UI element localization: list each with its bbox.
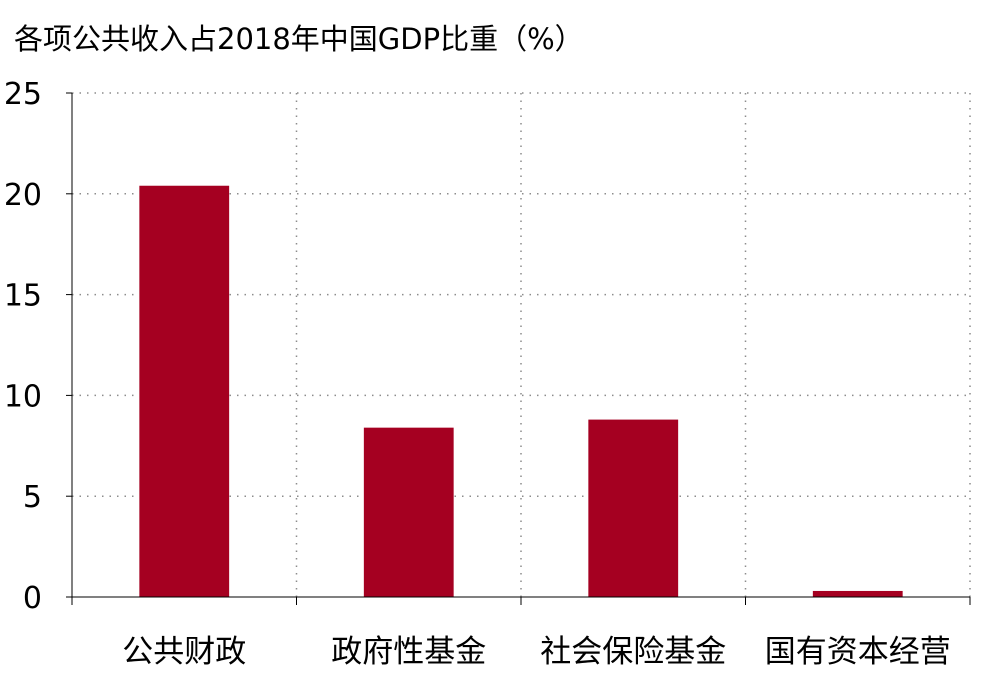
y-tick-label-1: 5 [23, 480, 42, 515]
bar-layer [139, 186, 902, 597]
y-tick-label-5: 25 [4, 77, 42, 112]
y-tick-label-3: 15 [4, 279, 42, 314]
x-tick-label-2: 政府性基金 [331, 634, 486, 670]
bar-3 [588, 420, 678, 597]
bar-2 [364, 428, 454, 597]
y-tick-label-4: 20 [4, 178, 42, 213]
x-tick-label-1: 公共财政 [122, 634, 246, 670]
y-tick-label-0: 0 [23, 581, 42, 616]
bar-4 [813, 591, 903, 597]
bar-1 [139, 186, 229, 597]
x-tick-label-4: 国有资本经营 [765, 634, 951, 670]
x-tick-label-3: 社会保险基金 [540, 634, 726, 670]
y-tick-label-2: 10 [4, 379, 42, 414]
